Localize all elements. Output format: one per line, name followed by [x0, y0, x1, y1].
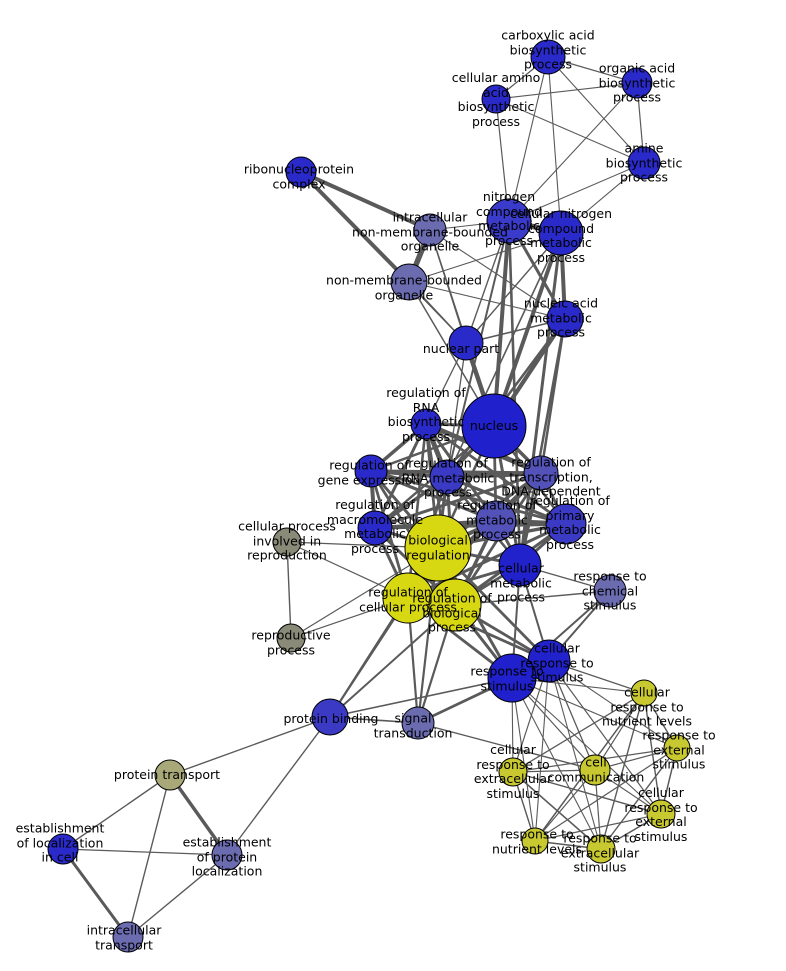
graph-node-protein-transport[interactable]	[154, 759, 186, 791]
graph-edge	[169, 716, 331, 776]
graph-edge	[465, 232, 562, 344]
graph-node-cellular-nitrogen-compound-metabolic-process[interactable]	[538, 210, 584, 256]
graph-edge	[62, 848, 228, 856]
graph-node-cellular-metabolic-process[interactable]	[498, 543, 542, 587]
graph-node-biological-regulation[interactable]	[404, 514, 472, 582]
graph-edge	[511, 677, 662, 815]
graph-edge	[369, 469, 498, 523]
graph-edge	[408, 281, 566, 320]
graph-edge	[369, 469, 568, 526]
graph-edge	[548, 660, 662, 815]
graph-edge	[600, 747, 678, 850]
graph-edge	[168, 773, 229, 857]
graph-node-regulation-of-biological-process[interactable]	[428, 578, 482, 632]
graph-edge	[508, 162, 645, 222]
graph-node-reproductive-process[interactable]	[276, 623, 306, 653]
graph-node-nitrogen-compound-metabolic-process[interactable]	[486, 198, 532, 244]
graph-edge	[495, 82, 638, 100]
graph-node-cellular-response-to-extracellular-stimulus[interactable]	[498, 757, 528, 787]
graph-node-regulation-of-transcription-dna-dependent[interactable]	[523, 455, 559, 491]
graph-node-regulation-of-rna-metabolic-process[interactable]	[429, 459, 465, 495]
graph-node-organic-acid-biosynthetic-process[interactable]	[621, 67, 653, 99]
graph-node-regulation-of-gene-expression[interactable]	[354, 454, 388, 488]
graph-node-cellular-response-to-external-stimulus[interactable]	[646, 799, 676, 829]
graph-node-regulation-of-primary-metabolic-process[interactable]	[545, 503, 587, 545]
graph-node-non-membrane-bounded-organelle[interactable]	[390, 263, 428, 301]
graph-edge	[508, 82, 638, 222]
graph-node-response-to-chemical-stimulus[interactable]	[593, 574, 627, 608]
graph-node-signal-transduction[interactable]	[401, 706, 435, 740]
graph-node-amine-biosynthetic-process[interactable]	[627, 146, 661, 180]
graph-edge	[547, 56, 645, 164]
graph-node-establishment-of-protein-localization[interactable]	[211, 839, 243, 871]
graph-edge	[511, 677, 602, 850]
graph-node-response-to-extracellular-stimulus[interactable]	[586, 834, 616, 864]
graph-edge	[492, 219, 511, 428]
graph-edge	[373, 471, 543, 530]
nodes-layer	[47, 39, 691, 953]
graph-node-intracellular-transport[interactable]	[112, 921, 144, 953]
graph-edge	[127, 854, 228, 938]
graph-edge	[226, 716, 331, 856]
graph-edge	[548, 660, 678, 749]
graph-node-intracellular-non-membrane-bounded-organelle[interactable]	[413, 213, 447, 247]
graph-edge	[643, 692, 662, 815]
graph-node-establishment-of-localization-in-cell[interactable]	[47, 833, 79, 865]
graph-edge	[329, 677, 513, 718]
graph-edge	[286, 541, 292, 639]
graph-edge	[508, 56, 549, 222]
graph-node-regulation-of-rna-biosynthetic-process[interactable]	[410, 408, 442, 440]
graph-node-carboxylic-acid-biosynthetic-process[interactable]	[530, 39, 566, 75]
graph-edge	[512, 692, 645, 773]
graph-edge	[127, 774, 171, 938]
graph-edge	[547, 56, 562, 234]
graph-node-response-to-nutrient-levels[interactable]	[521, 827, 549, 855]
graph-edge	[511, 677, 536, 842]
graph-node-nucleus[interactable]	[461, 393, 527, 459]
graph-edge	[495, 98, 645, 164]
graph-edge	[406, 422, 428, 600]
graph-node-regulation-of-cellular-process[interactable]	[382, 572, 434, 624]
graph-node-cellular-process-involved-in-reproduction[interactable]	[272, 527, 302, 557]
graph-node-nuclear-part[interactable]	[448, 325, 484, 361]
graph-edge	[492, 231, 563, 428]
graph-node-cell-communication[interactable]	[579, 754, 611, 786]
graph-node-cellular-amino-acid-biosynthetic-process[interactable]	[481, 84, 511, 114]
graph-edge	[429, 229, 566, 320]
graph-node-nucleic-acid-metabolic-process[interactable]	[546, 300, 584, 338]
edges-layer	[61, 56, 678, 939]
graph-node-regulation-of-macromolecule-metabolic-process[interactable]	[357, 510, 393, 546]
graph-edge	[408, 232, 562, 283]
graph-edge	[61, 847, 130, 939]
graph-node-cellular-response-to-nutrient-levels[interactable]	[630, 679, 658, 707]
graph-node-regulation-of-metabolic-process[interactable]	[475, 500, 517, 542]
graph-edge	[512, 771, 602, 850]
graph-edge	[445, 475, 568, 526]
graph-edge	[299, 170, 432, 232]
graph-node-response-to-external-stimulus[interactable]	[663, 734, 691, 762]
graph-edge	[534, 660, 550, 842]
graph-edge	[329, 604, 456, 718]
graph-edge	[446, 342, 467, 478]
graph-node-ribonucleoprotein-complex[interactable]	[285, 156, 317, 188]
graph-edge	[534, 813, 662, 842]
graph-node-response-to-stimulus[interactable]	[487, 653, 537, 703]
graph-node-protein-binding[interactable]	[311, 698, 349, 736]
graph-edge	[417, 722, 596, 771]
graph-edge	[548, 660, 602, 850]
graph-edge	[600, 692, 645, 850]
graph-edge	[534, 747, 678, 842]
graph-edge	[62, 774, 171, 850]
graph-edge	[512, 771, 662, 815]
